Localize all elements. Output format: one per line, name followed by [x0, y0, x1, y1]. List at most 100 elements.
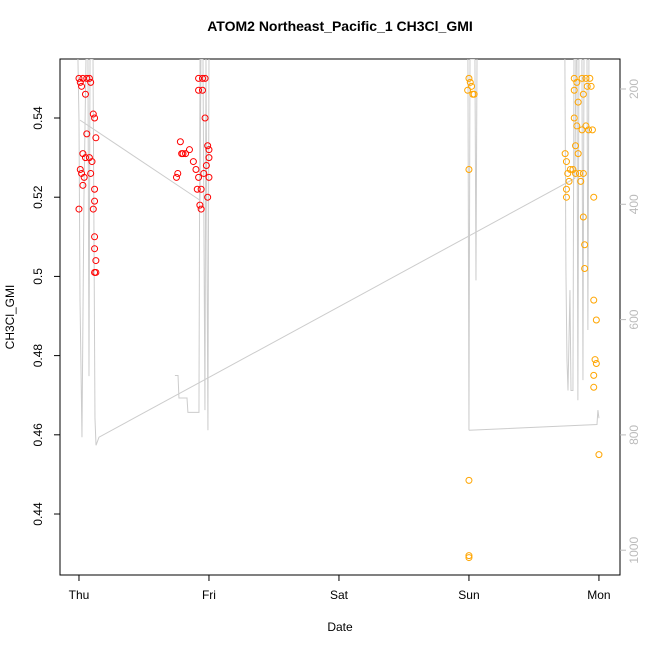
- point: [565, 177, 573, 185]
- y-tick-label: 0.5: [31, 268, 45, 285]
- point: [587, 82, 595, 90]
- y-tick-label: 0.52: [31, 185, 45, 209]
- point: [197, 205, 205, 213]
- point: [590, 296, 598, 304]
- x-tick-label: Thu: [69, 588, 90, 602]
- point: [174, 169, 182, 177]
- point: [201, 74, 209, 82]
- point: [85, 74, 93, 82]
- x-tick-label: Mon: [587, 588, 610, 602]
- point: [87, 169, 95, 177]
- point: [83, 74, 91, 82]
- point: [595, 451, 603, 459]
- point: [468, 82, 476, 90]
- point: [570, 114, 578, 122]
- point: [577, 177, 585, 185]
- point: [81, 90, 89, 98]
- point: [196, 201, 204, 209]
- point: [562, 193, 570, 201]
- point: [578, 74, 586, 82]
- y-tick-label: 0.54: [31, 106, 45, 130]
- point: [91, 245, 99, 253]
- point: [465, 165, 473, 173]
- point: [92, 134, 100, 142]
- point: [205, 173, 213, 181]
- y-tick-label: 0.46: [31, 423, 45, 447]
- point: [88, 158, 96, 166]
- point: [572, 142, 580, 150]
- x-tick-label: Sat: [330, 588, 349, 602]
- point: [172, 173, 180, 181]
- point: [75, 74, 83, 82]
- x-tick-label: Sun: [458, 588, 479, 602]
- point: [189, 158, 197, 166]
- point: [198, 86, 206, 94]
- point: [579, 169, 587, 177]
- point: [588, 126, 596, 134]
- point: [201, 114, 209, 122]
- point: [583, 82, 591, 90]
- point: [78, 82, 86, 90]
- point: [91, 114, 99, 122]
- point: [586, 74, 594, 82]
- point: [466, 78, 474, 86]
- point: [465, 552, 473, 560]
- point: [89, 205, 97, 213]
- point: [205, 154, 213, 162]
- point: [590, 193, 598, 201]
- point: [195, 173, 203, 181]
- point: [592, 360, 600, 368]
- point: [581, 241, 589, 249]
- point: [179, 150, 187, 158]
- point: [575, 169, 583, 177]
- x-axis-label: Date: [327, 620, 353, 634]
- point: [195, 86, 203, 94]
- x-tick-label: Fri: [202, 588, 216, 602]
- point: [83, 130, 91, 138]
- point: [562, 158, 570, 166]
- point: [75, 205, 83, 213]
- point: [185, 146, 193, 154]
- y2-tick-label: 200: [627, 79, 641, 99]
- point: [572, 169, 580, 177]
- point: [464, 86, 472, 94]
- point: [562, 185, 570, 193]
- plot-area: [75, 59, 603, 562]
- point: [202, 162, 210, 170]
- point: [89, 110, 97, 118]
- point: [574, 98, 582, 106]
- point: [76, 165, 84, 173]
- point: [205, 146, 213, 154]
- y2-tick-label: 800: [627, 425, 641, 445]
- point: [573, 78, 581, 86]
- y-tick-label: 0.48: [31, 344, 45, 368]
- point: [470, 90, 478, 98]
- point: [579, 90, 587, 98]
- point: [176, 138, 184, 146]
- point: [204, 142, 212, 150]
- point: [91, 185, 99, 193]
- point: [91, 268, 99, 276]
- point: [87, 78, 95, 86]
- point: [574, 150, 582, 158]
- point: [91, 233, 99, 241]
- point: [79, 181, 87, 189]
- plot-frame: [59, 58, 621, 576]
- point: [585, 126, 593, 134]
- point: [465, 74, 473, 82]
- point: [566, 165, 574, 173]
- y2-tick-label: 600: [627, 309, 641, 329]
- point: [465, 554, 473, 562]
- point: [182, 150, 190, 158]
- point: [590, 383, 598, 391]
- point: [590, 371, 598, 379]
- point: [579, 213, 587, 221]
- line: [77, 59, 600, 446]
- point: [200, 169, 208, 177]
- chart-title: ATOM2 Northeast_Pacific_1 CH3Cl_GMI: [207, 18, 473, 34]
- point: [197, 185, 205, 193]
- y2-tick-label: 1000: [627, 537, 641, 564]
- point: [193, 185, 201, 193]
- point: [198, 74, 206, 82]
- point: [465, 476, 473, 484]
